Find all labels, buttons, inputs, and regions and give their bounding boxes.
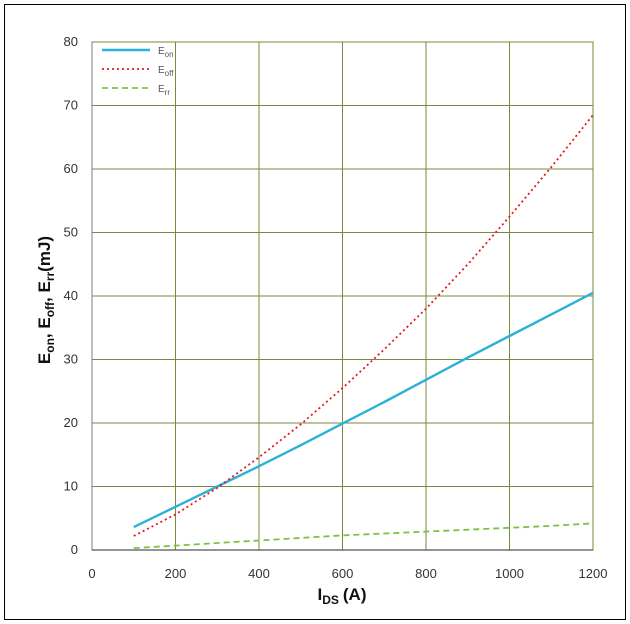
x-tick-label: 400 (248, 566, 270, 581)
y-tick-label: 40 (64, 288, 78, 303)
legend-label-off: Eoff (158, 65, 174, 78)
y-tick-label: 50 (64, 225, 78, 240)
legend-label-sub: on (165, 50, 174, 59)
y-tick-label: 70 (64, 98, 78, 113)
grid (92, 41, 594, 551)
x-tick-label: 800 (415, 566, 437, 581)
x-tick-label: 0 (88, 566, 95, 581)
legend-label-sub: rr (165, 88, 171, 97)
x-axis-title-unit: (A) (343, 585, 367, 604)
y-axis-title-unit: (mJ) (35, 236, 54, 272)
legend-label-main: E (158, 84, 165, 95)
legend-label-sub: off (165, 69, 175, 78)
legend-label-main: E (158, 65, 165, 76)
y-axis-title-main-rr: , E (35, 281, 54, 302)
y-tick-label: 20 (64, 415, 78, 430)
x-axis-title-sub: DS (322, 593, 339, 607)
series-line-off (133, 114, 594, 537)
x-tick-label: 1200 (579, 566, 608, 581)
y-axis-title-main-on: E (35, 353, 54, 364)
y-tick-labels: 0 10 20 30 40 50 60 70 80 (64, 34, 78, 557)
legend-label-rr: Err (158, 84, 170, 97)
y-tick-label: 0 (71, 542, 78, 557)
x-axis-title: IDS (A) (317, 585, 366, 607)
y-axis-title-sub-rr: rr (43, 271, 57, 281)
y-axis-title: Eon, Eoff, Err(mJ) (35, 236, 57, 364)
x-tick-label: 600 (332, 566, 354, 581)
legend-label-on: Eon (158, 46, 174, 59)
x-tick-label: 200 (165, 566, 187, 581)
y-tick-label: 60 (64, 161, 78, 176)
legend-label-main: E (158, 46, 165, 57)
series-layer (133, 114, 594, 549)
y-tick-label: 80 (64, 34, 78, 49)
chart-frame (4, 4, 626, 620)
x-tick-labels: 0 200 400 600 800 1000 1200 (88, 566, 607, 581)
y-axis-title-sub-off: off (43, 301, 57, 317)
series-line-rr (133, 522, 594, 549)
series-line-on (133, 291, 594, 529)
x-axis-title-main: I (317, 585, 322, 604)
y-tick-label: 30 (64, 352, 78, 367)
y-axis-title-main-off: , E (35, 317, 54, 338)
x-tick-label: 1000 (495, 566, 524, 581)
y-tick-label: 10 (64, 479, 78, 494)
y-axis-title-sub-on: on (43, 338, 57, 353)
